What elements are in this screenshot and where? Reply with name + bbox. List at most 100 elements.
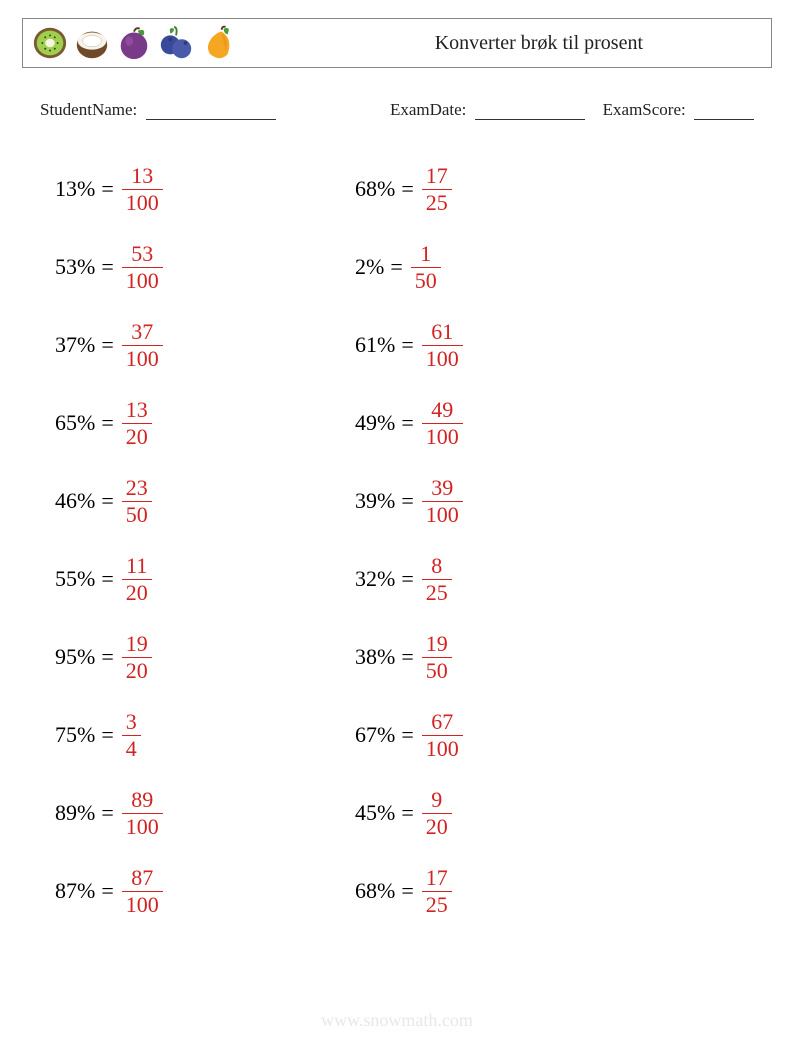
fraction-numerator: 53 (127, 242, 157, 266)
fraction-numerator: 11 (122, 554, 151, 578)
percent-value: 13% (55, 176, 95, 202)
fraction-numerator: 23 (122, 476, 152, 500)
fraction-numerator: 13 (122, 398, 152, 422)
fraction-numerator: 13 (127, 164, 157, 188)
fraction-denominator: 100 (422, 345, 463, 370)
fraction: 825 (422, 554, 452, 603)
problem-item: 13%= 13100 (55, 150, 355, 228)
fraction: 87100 (122, 866, 163, 915)
fraction-numerator: 17 (422, 866, 452, 890)
equals-sign: = (401, 878, 413, 904)
problem-item: 2%=150 (355, 228, 655, 306)
fraction: 150 (411, 242, 441, 291)
problem-item: 75%=34 (55, 696, 355, 774)
exam-date-blank[interactable] (475, 105, 585, 120)
problem-item: 61%= 61100 (355, 306, 655, 384)
student-name-label: StudentName: (40, 100, 137, 119)
equals-sign: = (401, 410, 413, 436)
percent-value: 68% (355, 878, 395, 904)
fraction: 1725 (422, 164, 452, 213)
fraction-numerator: 39 (427, 476, 457, 500)
fraction-denominator: 25 (422, 189, 452, 214)
percent-value: 49% (355, 410, 395, 436)
percent-value: 67% (355, 722, 395, 748)
percent-value: 53% (55, 254, 95, 280)
problem-item: 49%= 49100 (355, 384, 655, 462)
percent-value: 46% (55, 488, 95, 514)
problem-item: 89%=89100 (55, 774, 355, 852)
fraction: 920 (422, 788, 452, 837)
fraction-denominator: 20 (122, 423, 152, 448)
fraction: 1950 (422, 632, 452, 681)
header-box: Konverter brøk til prosent (22, 18, 772, 68)
exam-date-field: ExamDate: (390, 100, 585, 120)
coconut-icon (73, 24, 111, 62)
problem-item: 32%= 825 (355, 540, 655, 618)
exam-score-blank[interactable] (694, 105, 754, 120)
equals-sign: = (401, 800, 413, 826)
equals-sign: = (401, 488, 413, 514)
exam-score-field: ExamScore: (603, 100, 754, 120)
fraction: 1120 (122, 554, 152, 603)
percent-value: 37% (55, 332, 95, 358)
equals-sign: = (390, 254, 402, 280)
problem-item: 65%=1320 (55, 384, 355, 462)
meta-row: StudentName: ExamDate: ExamScore: (40, 100, 754, 120)
fraction-numerator: 3 (122, 710, 141, 734)
equals-sign: = (401, 644, 413, 670)
fraction-denominator: 100 (122, 813, 163, 838)
fraction-numerator: 1 (416, 242, 435, 266)
student-name-field: StudentName: (40, 100, 276, 120)
equals-sign: = (101, 722, 113, 748)
fraction-denominator: 50 (411, 267, 441, 292)
problem-item: 68%= 1725 (355, 852, 655, 930)
fraction-denominator: 50 (122, 501, 152, 526)
equals-sign: = (401, 332, 413, 358)
fraction-denominator: 25 (422, 891, 452, 916)
equals-sign: = (101, 254, 113, 280)
fraction-denominator: 20 (422, 813, 452, 838)
percent-value: 87% (55, 878, 95, 904)
equals-sign: = (101, 644, 113, 670)
fraction-numerator: 61 (427, 320, 457, 344)
fraction-numerator: 87 (127, 866, 157, 890)
fraction: 34 (122, 710, 141, 759)
equals-sign: = (101, 566, 113, 592)
percent-value: 61% (355, 332, 395, 358)
equals-sign: = (101, 176, 113, 202)
percent-value: 45% (355, 800, 395, 826)
problem-item: 38%= 1950 (355, 618, 655, 696)
equals-sign: = (401, 566, 413, 592)
fraction-numerator: 19 (122, 632, 152, 656)
fraction-denominator: 100 (122, 189, 163, 214)
blueberries-icon (157, 24, 195, 62)
fraction-numerator: 8 (427, 554, 446, 578)
fraction-denominator: 100 (422, 735, 463, 760)
fraction: 39100 (422, 476, 463, 525)
fraction-denominator: 100 (122, 891, 163, 916)
fraction-denominator: 25 (422, 579, 452, 604)
fraction: 37100 (122, 320, 163, 369)
fraction: 89100 (122, 788, 163, 837)
percent-value: 68% (355, 176, 395, 202)
problem-item: 87%= 87100 (55, 852, 355, 930)
equals-sign: = (401, 722, 413, 748)
fraction: 67100 (422, 710, 463, 759)
fraction-numerator: 19 (422, 632, 452, 656)
kiwi-icon (31, 24, 69, 62)
problem-item: 53%=53100 (55, 228, 355, 306)
equals-sign: = (401, 176, 413, 202)
problem-item: 37%=37100 (55, 306, 355, 384)
equals-sign: = (101, 488, 113, 514)
fraction: 49100 (422, 398, 463, 447)
percent-value: 38% (355, 644, 395, 670)
equals-sign: = (101, 878, 113, 904)
problem-item: 39%=39100 (355, 462, 655, 540)
mango-icon (199, 24, 237, 62)
fraction-numerator: 89 (127, 788, 157, 812)
fraction-denominator: 20 (122, 579, 152, 604)
fraction: 13100 (122, 164, 163, 213)
student-name-blank[interactable] (146, 105, 276, 120)
fraction-numerator: 67 (427, 710, 457, 734)
percent-value: 32% (355, 566, 395, 592)
